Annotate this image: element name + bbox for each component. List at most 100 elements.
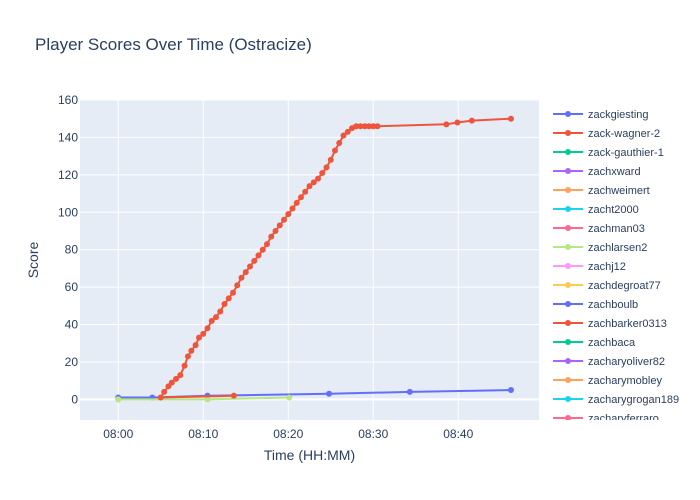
data-point xyxy=(259,246,266,253)
data-point xyxy=(507,115,514,122)
data-point xyxy=(157,394,164,401)
legend-marker xyxy=(565,187,571,193)
x-tick-label: 08:30 xyxy=(358,427,388,441)
data-point xyxy=(168,379,175,386)
y-axis: 0 20 40 60 80 100 120 140 160 xyxy=(58,93,78,406)
data-point xyxy=(188,347,195,354)
data-point xyxy=(289,205,296,212)
legend-marker xyxy=(565,149,571,155)
x-tick-label: 08:10 xyxy=(188,427,218,441)
data-point xyxy=(374,123,381,130)
legend-item[interactable]: zachman03 xyxy=(553,223,645,235)
data-point xyxy=(332,147,338,154)
data-point xyxy=(200,330,207,337)
series-layer xyxy=(115,115,514,403)
data-point xyxy=(181,362,188,369)
legend-item[interactable]: zacharyoliver82 xyxy=(553,356,665,368)
data-point xyxy=(370,123,377,130)
data-point xyxy=(264,241,270,248)
legend-item[interactable]: zachbarker0313 xyxy=(553,318,667,330)
legend-label: zacharygrogan189 xyxy=(588,394,679,406)
data-point xyxy=(115,396,122,403)
legend-marker xyxy=(565,225,571,231)
legend-item[interactable]: zack-gauthier-1 xyxy=(553,147,664,159)
data-point xyxy=(221,300,228,307)
data-point xyxy=(353,123,360,130)
legend-item[interactable]: zachboulb xyxy=(553,299,638,311)
data-point xyxy=(184,353,191,360)
y-tick-label: 160 xyxy=(58,93,78,107)
data-point xyxy=(315,175,321,182)
data-point xyxy=(281,216,287,223)
data-point xyxy=(225,295,232,302)
legend-marker xyxy=(565,377,571,383)
data-point xyxy=(443,121,450,128)
legend-label: zachbaca xyxy=(588,337,636,349)
data-point xyxy=(326,390,333,397)
legend-marker xyxy=(565,282,571,288)
data-point xyxy=(357,123,364,130)
legend[interactable]: zackgiesting zack-wagner-2 zack-gauthier-1… xyxy=(553,109,679,425)
legend-label: zachboulb xyxy=(588,299,638,311)
legend-item[interactable]: zachweimert xyxy=(553,185,650,197)
x-axis-title: Time (HH:MM) xyxy=(264,447,355,463)
legend-item[interactable]: zacharyferraro xyxy=(553,413,659,425)
legend-marker xyxy=(565,111,571,117)
y-tick-label: 40 xyxy=(65,318,79,332)
legend-item[interactable]: zachlarsen2 xyxy=(553,242,647,254)
series-zachbarker0313 xyxy=(157,392,237,401)
legend-label: zacht2000 xyxy=(588,204,639,216)
legend-marker xyxy=(565,415,571,420)
data-point xyxy=(192,342,199,349)
data-point xyxy=(285,211,292,218)
data-point xyxy=(238,274,245,281)
data-point xyxy=(272,227,279,234)
legend-label: zachman03 xyxy=(588,223,645,235)
x-tick-label: 08:00 xyxy=(103,427,133,441)
legend-label: zack-wagner-2 xyxy=(588,128,660,140)
legend-item[interactable]: zachxward xyxy=(553,166,641,178)
legend-label: zacharyoliver82 xyxy=(588,356,665,368)
data-point xyxy=(310,179,317,186)
y-tick-label: 0 xyxy=(71,392,78,406)
series-line xyxy=(160,394,234,399)
legend-item[interactable]: zackgiesting xyxy=(553,109,649,121)
data-point xyxy=(251,257,258,264)
data-point xyxy=(217,308,224,315)
plot-background xyxy=(80,100,539,420)
legend-marker xyxy=(565,358,571,364)
legend-label: zachj12 xyxy=(588,261,626,273)
legend-item[interactable]: zacharygrogan189 xyxy=(553,394,679,406)
data-point xyxy=(298,194,304,201)
data-point xyxy=(468,117,475,124)
series-zack-wagner-2 xyxy=(157,115,514,401)
legend-marker xyxy=(565,263,571,269)
legend-item[interactable]: zachbaca xyxy=(553,337,636,349)
legend-label: zachbarker0313 xyxy=(588,318,667,330)
data-point xyxy=(196,334,202,341)
data-point xyxy=(323,164,330,171)
legend-marker xyxy=(565,320,571,326)
legend-label: zachweimert xyxy=(588,185,650,197)
legend-label: zacharyferraro xyxy=(588,413,659,425)
legend-marker xyxy=(565,130,571,136)
y-tick-label: 20 xyxy=(65,355,79,369)
y-axis-title: Score xyxy=(25,242,41,279)
legend-item[interactable]: zacharymobley xyxy=(553,375,662,387)
data-point xyxy=(306,183,313,190)
legend-item[interactable]: zacht2000 xyxy=(553,204,639,216)
legend-item[interactable]: zachj12 xyxy=(553,261,626,273)
legend-item[interactable]: zack-wagner-2 xyxy=(553,128,660,140)
data-point xyxy=(213,314,219,321)
legend-label: zachdegroat77 xyxy=(588,280,661,292)
data-point xyxy=(276,222,283,229)
data-point xyxy=(286,394,293,401)
data-point xyxy=(406,388,413,395)
chart-title: Player Scores Over Time (Ostracize) xyxy=(35,35,312,54)
legend-item[interactable]: zachdegroat77 xyxy=(553,280,661,292)
legend-marker xyxy=(565,206,571,212)
y-tick-label: 80 xyxy=(65,243,79,257)
data-point xyxy=(177,372,184,379)
data-point xyxy=(302,188,309,195)
data-point xyxy=(247,263,253,270)
